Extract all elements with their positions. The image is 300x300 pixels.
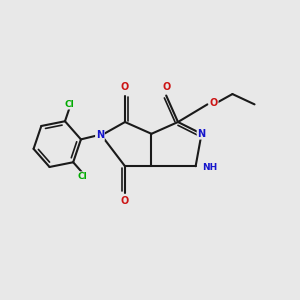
Text: N: N [96, 130, 104, 140]
Text: NH: NH [202, 163, 218, 172]
Text: O: O [121, 82, 129, 92]
Text: O: O [209, 98, 218, 108]
Text: O: O [121, 196, 129, 206]
Text: N: N [197, 129, 206, 139]
Text: Cl: Cl [64, 100, 74, 109]
Text: O: O [162, 82, 170, 92]
Text: Cl: Cl [77, 172, 87, 181]
